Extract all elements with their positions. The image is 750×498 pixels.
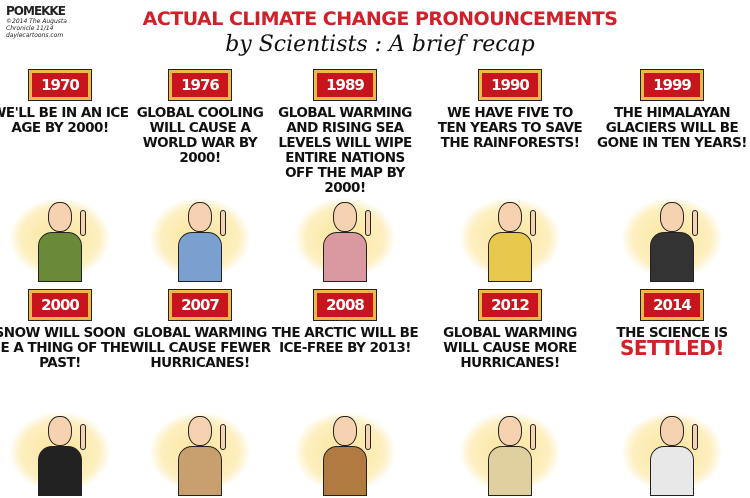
year-badge: 2012	[478, 289, 542, 321]
year-badge: 1970	[28, 69, 92, 101]
scientist-head	[498, 202, 522, 232]
scientist-body	[488, 232, 532, 282]
scientist-body	[488, 446, 532, 496]
quote-text: Global cooling will cause a world war by…	[136, 105, 264, 166]
year-badge: 2008	[313, 289, 377, 321]
scientist-figure	[460, 402, 560, 497]
panel-1989: 1989 Global warming and rising sea level…	[270, 69, 420, 288]
raised-finger	[365, 210, 371, 236]
year-badge: 1976	[168, 69, 232, 101]
panel-1976: 1976 Global cooling will cause a world w…	[125, 69, 275, 288]
year-badge: 2007	[168, 289, 232, 321]
scientist-body	[650, 446, 694, 496]
raised-finger	[365, 424, 371, 450]
year-badge: 1989	[313, 69, 377, 101]
scientist-body	[38, 446, 82, 496]
scientist-head	[188, 202, 212, 232]
quote-text: Global warming will cause more hurricane…	[443, 325, 577, 371]
scientist-figure	[622, 188, 722, 283]
raised-finger	[80, 210, 86, 236]
quote-text: The science is SETTLED!	[616, 325, 728, 360]
cartoon-title: ACTUAL CLIMATE CHANGE PRONOUNCEMENTS	[142, 8, 618, 30]
scientist-head	[660, 202, 684, 232]
year-badge: 1999	[640, 69, 704, 101]
scientist-head	[48, 202, 72, 232]
raised-finger	[530, 210, 536, 236]
quote-text: The Arctic will be ice-free by 2013!	[271, 325, 419, 356]
scientist-figure	[10, 402, 110, 497]
scientist-figure	[10, 188, 110, 283]
cartoon-subtitle: by Scientists : A brief recap	[225, 32, 535, 57]
panel-2012: 2012 Global warming will cause more hurr…	[435, 289, 585, 498]
raised-finger	[80, 424, 86, 450]
quote-text: The Himalayan glaciers will be gone in t…	[597, 105, 747, 151]
panel-1990: 1990 We have five to ten years to save t…	[435, 69, 585, 288]
year-badge: 2000	[28, 289, 92, 321]
panel-2008: 2008 The Arctic will be ice-free by 2013…	[270, 289, 420, 498]
scientist-body	[650, 232, 694, 282]
scientist-head	[188, 416, 212, 446]
quote-text: We have five to ten years to save the ra…	[437, 105, 583, 151]
scientist-figure	[295, 188, 395, 283]
quote-emphasis: SETTLED!	[620, 336, 724, 360]
scientist-figure	[460, 188, 560, 283]
quote-text: We'll be in an ice age by 2000!	[0, 105, 129, 136]
raised-finger	[530, 424, 536, 450]
scientist-head	[498, 416, 522, 446]
scientist-body	[178, 232, 222, 282]
quote-text: Global warming and rising sea levels wil…	[278, 105, 412, 196]
panel-2014: 2014 The science is SETTLED!	[597, 289, 747, 498]
artist-signature: POMEKKE ©2014 The Augusta Chronicle 11/1…	[6, 4, 67, 39]
panel-2000: 2000 Snow will soon be a thing of the pa…	[0, 289, 135, 498]
raised-finger	[220, 424, 226, 450]
scientist-figure	[622, 402, 722, 497]
year-badge: 2014	[640, 289, 704, 321]
scientist-head	[660, 416, 684, 446]
scientist-body	[38, 232, 82, 282]
raised-finger	[692, 210, 698, 236]
raised-finger	[220, 210, 226, 236]
scientist-body	[323, 232, 367, 282]
scientist-body	[178, 446, 222, 496]
quote-text: Snow will soon be a thing of the past!	[0, 325, 130, 371]
panel-1970: 1970 We'll be in an ice age by 2000!	[0, 69, 135, 288]
scientist-head	[48, 416, 72, 446]
scientist-head	[333, 202, 357, 232]
year-badge: 1990	[478, 69, 542, 101]
panel-2007: 2007 Global warming will cause fewer hur…	[125, 289, 275, 498]
quote-text: Global warming will cause fewer hurrican…	[129, 325, 271, 371]
scientist-body	[323, 446, 367, 496]
scientist-figure	[150, 188, 250, 283]
scientist-figure	[150, 402, 250, 497]
scientist-head	[333, 416, 357, 446]
panel-1999: 1999 The Himalayan glaciers will be gone…	[597, 69, 747, 288]
scientist-figure	[295, 402, 395, 497]
raised-finger	[692, 424, 698, 450]
